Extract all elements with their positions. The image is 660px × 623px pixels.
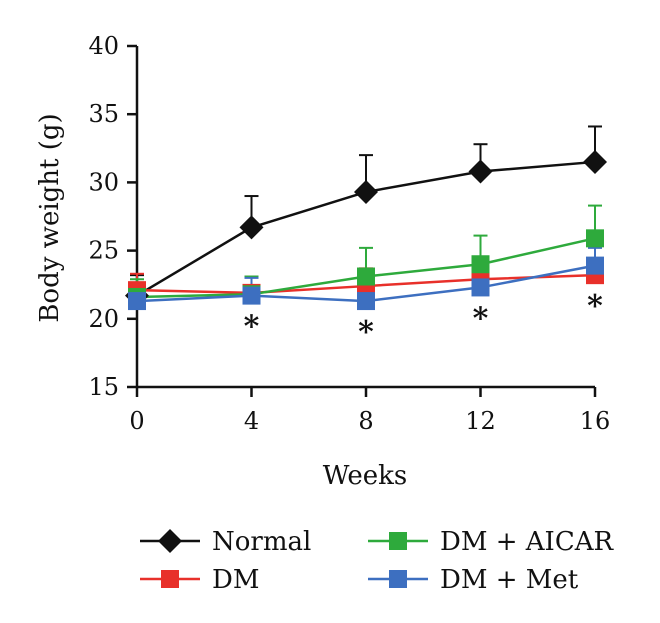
data-point-dm-aicar [357,267,375,286]
y-tick-label: 40 [88,32,119,60]
legend-marker-normal [158,529,182,553]
data-point-normal [468,159,493,184]
significance-asterisk: * [473,302,489,337]
data-point-dm-met [128,292,146,311]
legend-label-dm-met: DM + Met [440,565,579,595]
legend-label-dm-aicar: DM + AICAR [440,527,614,557]
x-tick-label: 16 [580,407,611,435]
legend-marker-dm-met [389,570,407,588]
y-tick-label: 25 [88,237,119,265]
x-tick-label: 8 [358,407,373,435]
y-tick-label: 35 [88,100,119,128]
data-point-dm-aicar [471,255,490,274]
data-point-dm-aicar [586,229,604,248]
legend: Normal DM DM + AICAR DM + Met [140,527,614,595]
y-tick-label: 30 [88,168,119,196]
x-tick-label: 4 [244,407,259,435]
data-point-dm-met [586,256,604,275]
data-point-normal [239,215,264,240]
data-point-dm-met [471,278,490,297]
x-axis-label: Weeks [323,461,407,491]
significance-asterisk: * [358,315,374,350]
legend-label-dm: DM [212,565,259,595]
legend-marker-dm-aicar [389,532,407,550]
data-point-dm-met [242,286,261,305]
x-tick-label: 0 [129,407,144,435]
legend-label-normal: Normal [212,527,311,557]
data-point-normal [583,149,607,174]
legend-marker-dm [161,570,179,588]
data-point-dm-met [357,292,375,311]
significance-asterisk: * [244,310,260,345]
data-point-normal [354,179,378,204]
axes: 15 20 25 30 35 40 0 4 8 12 16 [88,32,610,435]
series-markers [125,149,607,311]
y-tick-label: 20 [88,305,119,333]
significance-annotations: * * * * [244,289,604,350]
x-tick-label: 12 [465,407,496,435]
y-axis-label: Body weight (g) [35,113,65,322]
y-tick-label: 15 [88,373,119,401]
significance-asterisk: * [587,289,603,324]
